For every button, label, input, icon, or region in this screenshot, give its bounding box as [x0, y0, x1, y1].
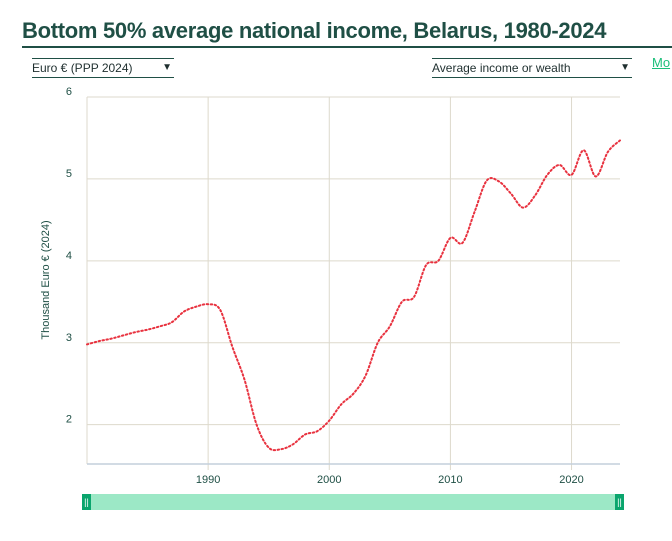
- more-link[interactable]: Mo: [652, 55, 671, 70]
- series-line-bottom-50: [86, 139, 621, 452]
- metric-select-value: Average income or wealth: [432, 61, 571, 75]
- y-tick-label: 3: [66, 332, 72, 344]
- title-divider: [22, 46, 672, 48]
- x-tick-label: 2020: [559, 474, 583, 486]
- x-tick-label: 2010: [438, 474, 462, 486]
- currency-select[interactable]: Euro € (PPP 2024) ▼: [32, 58, 174, 78]
- y-tick-label: 6: [66, 86, 72, 98]
- currency-select-value: Euro € (PPP 2024): [32, 61, 133, 75]
- y-tick-label: 4: [66, 250, 72, 262]
- x-tick-label: 1990: [196, 474, 220, 486]
- range-end-handle[interactable]: ||: [615, 494, 624, 510]
- chart-title: Bottom 50% average national income, Bela…: [22, 18, 607, 43]
- y-axis-label: Thousand Euro € (2024): [40, 220, 52, 339]
- range-start-handle[interactable]: ||: [82, 494, 91, 510]
- x-tick-label: 2000: [317, 474, 341, 486]
- y-tick-label: 2: [66, 414, 72, 426]
- metric-select[interactable]: Average income or wealth ▼: [432, 58, 632, 78]
- chevron-down-icon: ▼: [620, 62, 630, 73]
- time-range-slider[interactable]: || ||: [82, 494, 624, 510]
- chevron-down-icon: ▼: [162, 62, 172, 73]
- y-tick-label: 5: [66, 168, 72, 180]
